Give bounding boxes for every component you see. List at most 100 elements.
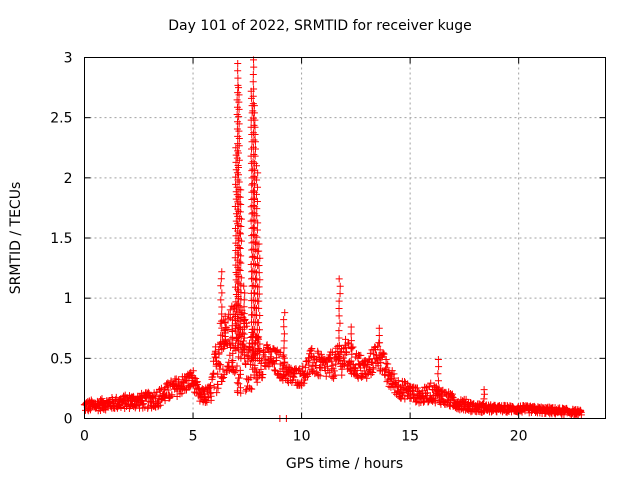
data-point [237,389,245,397]
data-point [314,349,322,357]
data-point [235,185,243,193]
data-point [222,368,230,376]
data-point [246,360,254,368]
data-point [369,365,377,373]
data-point [232,320,240,328]
data-point [303,358,311,366]
data-point [255,261,263,269]
data-point [235,200,243,208]
data-point [189,367,197,375]
data-point [253,197,261,205]
data-point [250,63,258,71]
data-point [374,342,382,350]
data-point [365,355,373,363]
data-point [270,360,278,368]
y-tick-label: 1.5 [50,231,72,247]
data-point [218,289,226,297]
data-point [253,226,261,234]
data-point [98,395,106,403]
data-point [250,85,258,93]
data-point [254,169,262,177]
data-point [261,362,269,370]
data-point [234,278,242,286]
data-point [323,358,331,366]
data-point [178,389,186,397]
data-point [157,384,165,392]
data-point [377,358,385,366]
data-point [255,319,263,327]
data-point [366,349,374,357]
data-point [240,323,248,331]
data-point [120,393,128,401]
data-point [383,364,391,372]
data-point [240,310,248,318]
data-point [236,245,244,253]
data-point [214,370,222,378]
data-point [421,383,429,391]
data-point [235,127,243,135]
data-point [362,357,370,365]
data-point [355,360,363,368]
data-point [336,319,344,327]
data-point [390,374,398,382]
data-point [218,310,226,318]
data-point [237,223,245,231]
data-point [251,152,259,160]
data-point [253,378,261,386]
data-point [280,337,288,345]
data-point [235,84,243,92]
data-point [332,360,340,368]
data-point [168,391,176,399]
data-point [330,367,338,375]
data-point [249,252,257,260]
data-point [254,183,262,191]
data-point [434,377,442,385]
data-point [233,379,241,387]
data-point [249,201,257,209]
data-point [250,102,258,110]
x-tick-label: 20 [510,429,528,445]
data-point [191,388,199,396]
y-tick-label: 2.5 [50,111,72,127]
data-point [252,375,260,383]
data-point [217,331,225,339]
data-point [256,354,264,362]
data-point [237,281,245,289]
data-point [203,398,211,406]
data-point [236,229,244,237]
grid [84,57,606,419]
data-point [234,60,242,68]
data-point [335,275,343,283]
data-point [305,361,313,369]
data-point [250,172,258,180]
data-point [376,346,384,354]
data-point [348,350,356,358]
data-point [229,349,237,357]
data-point [280,344,288,352]
data-point [220,373,228,381]
data-point [289,373,297,381]
data-point [218,268,226,276]
data-point [357,351,365,359]
data-point [156,401,164,409]
data-point [251,304,259,312]
data-point [229,333,237,341]
data-point [358,373,366,381]
data-point [255,347,263,355]
data-point [577,411,585,419]
data-point [190,374,198,382]
data-point [237,288,245,296]
data-point [221,333,229,341]
data-point [481,404,489,412]
data-point [280,351,288,359]
data-point [213,389,221,397]
data-point [234,171,242,179]
data-point [480,395,488,403]
data-point [270,366,278,374]
data-point [435,363,443,371]
data-point [480,386,488,394]
x-tick-label: 15 [401,429,419,445]
x-tick-label: 10 [293,429,311,445]
data-point [249,216,257,224]
data-point [237,318,245,326]
